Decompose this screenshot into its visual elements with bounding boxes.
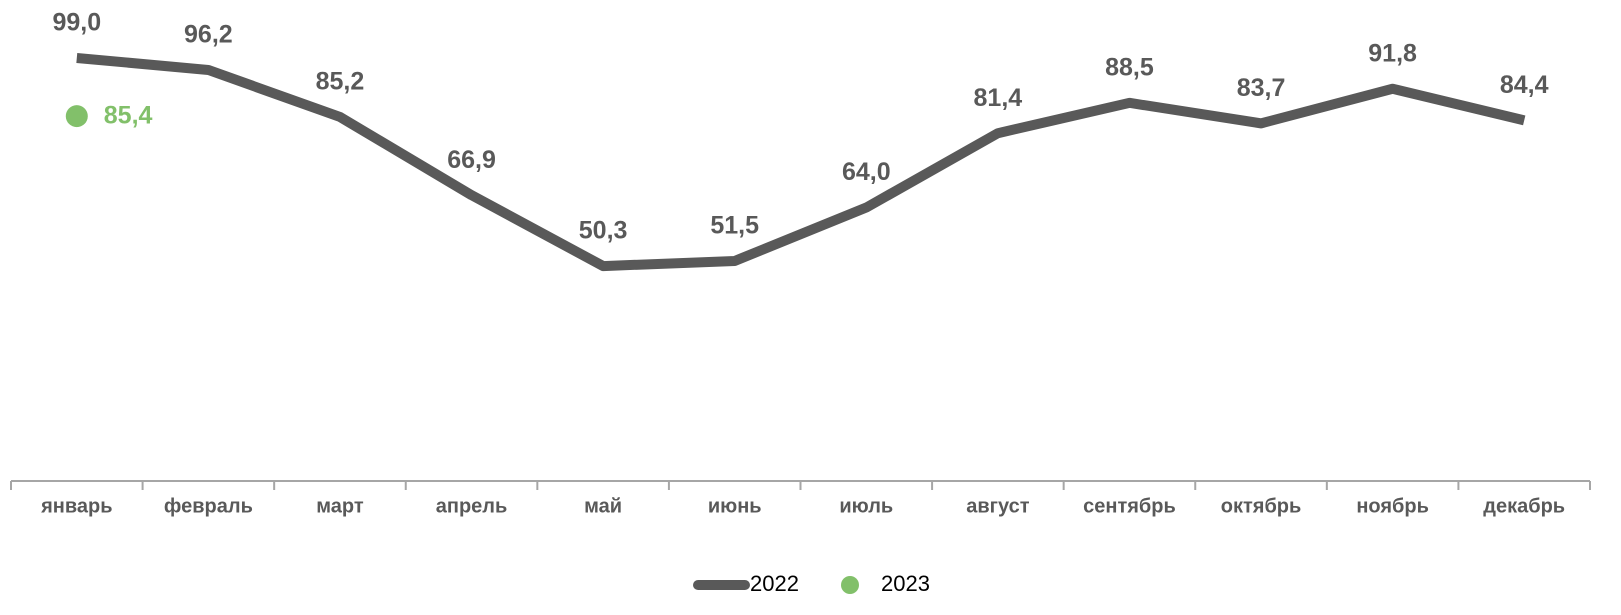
x-tick-label: август: [966, 495, 1029, 517]
x-tick-label: декабрь: [1483, 495, 1565, 517]
x-tick-label: март: [316, 495, 364, 517]
x-tick-label: февраль: [164, 495, 253, 517]
legend-label: 2022: [750, 571, 799, 596]
x-tick-label: октябрь: [1221, 495, 1302, 517]
data-label: 96,2: [184, 21, 233, 49]
data-label: 64,0: [842, 158, 891, 186]
data-label: 99,0: [52, 9, 101, 37]
data-label: 51,5: [710, 212, 759, 240]
x-tick-label: июль: [839, 495, 893, 517]
x-tick-label: ноябрь: [1356, 495, 1429, 517]
series-line: [76, 53, 1526, 272]
x-tick-label: январь: [40, 495, 112, 517]
data-label: 50,3: [579, 217, 628, 245]
legend-label: 2023: [881, 571, 930, 596]
x-tick-label: май: [584, 495, 622, 517]
data-label: 66,9: [447, 146, 496, 174]
data-label: 81,4: [974, 84, 1023, 112]
data-label: 91,8: [1368, 39, 1417, 67]
x-tick-label: июнь: [708, 495, 762, 517]
legend-symbol: [841, 576, 859, 594]
data-label: 83,7: [1237, 74, 1286, 102]
series-marker: [65, 105, 88, 128]
data-label: 85,4: [104, 102, 153, 130]
x-tick-label: сентябрь: [1083, 495, 1176, 517]
x-tick-label: апрель: [436, 495, 508, 517]
data-label: 88,5: [1105, 53, 1154, 81]
data-label: 85,2: [316, 68, 365, 96]
data-label: 84,4: [1500, 71, 1549, 99]
